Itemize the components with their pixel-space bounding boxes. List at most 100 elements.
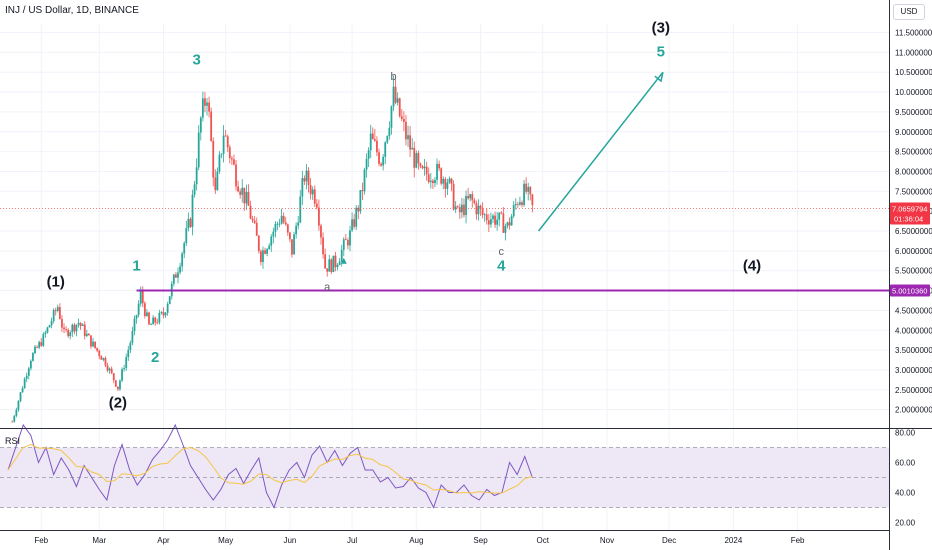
price-tick-label: 3.5000000: [895, 346, 932, 355]
wave-label: 2: [151, 349, 159, 366]
candle-body: [388, 127, 391, 136]
candle-body: [177, 272, 179, 278]
candle-body: [175, 274, 177, 278]
price-tick-label: 11.0000000: [895, 48, 932, 57]
candle-body: [320, 225, 322, 238]
candle-body: [179, 266, 181, 273]
candle-body: [21, 388, 24, 393]
annotations: (1) (2) (3) (4) 1 2 3 4 5 a b c: [0, 20, 889, 412]
candle-body: [270, 236, 273, 246]
grid: [0, 24, 889, 530]
candle-body: [226, 136, 229, 148]
rsi-tick-label: 40.00: [895, 489, 916, 498]
candle-body: [284, 222, 287, 225]
candle-body: [427, 174, 430, 183]
candle-body: [216, 171, 219, 191]
candle-body: [448, 178, 451, 183]
candle-body: [164, 312, 167, 316]
time-tick-label: Aug: [409, 536, 423, 545]
candle-body: [233, 159, 235, 165]
candle-body: [436, 163, 438, 180]
candle-body: [108, 368, 111, 371]
candle-body: [96, 347, 99, 351]
time-tick-label: Nov: [600, 536, 614, 545]
candle-body: [222, 135, 225, 154]
price-tick-label: 8.5000000: [895, 148, 932, 157]
candle-body: [65, 329, 67, 330]
candle-body: [119, 380, 121, 390]
candle-body: [452, 183, 455, 210]
currency-button[interactable]: USD: [893, 4, 925, 20]
candle-body: [297, 222, 300, 226]
candle-body: [125, 357, 128, 369]
candle-body: [13, 415, 16, 422]
price-badge: [890, 202, 930, 225]
candle-body: [133, 318, 136, 332]
candle-body: [61, 318, 63, 328]
candle-body: [114, 380, 117, 387]
rsi-tick-label: 60.00: [895, 459, 916, 468]
candle-body: [154, 317, 157, 323]
candle-body: [394, 86, 397, 103]
candle-body: [251, 218, 254, 221]
rsi-bands: [0, 447, 889, 508]
price-tick-label: 6.5000000: [895, 227, 932, 236]
candle-body: [384, 142, 387, 157]
candle-body: [423, 166, 426, 169]
wave-label: (4): [743, 258, 761, 275]
price-badge-value: 7.0659794: [892, 205, 927, 214]
price-tick-label: 8.0000000: [895, 167, 932, 176]
candle-body: [210, 111, 213, 141]
candle-body: [243, 187, 246, 204]
candle-body: [83, 324, 86, 337]
candle-body: [353, 219, 356, 227]
candle-body: [127, 349, 130, 358]
candle-body: [249, 205, 252, 219]
candle-body: [247, 191, 250, 206]
candle-body: [303, 178, 306, 182]
candle-body: [25, 375, 28, 379]
candle-body: [46, 327, 49, 333]
candle-body: [268, 245, 271, 250]
candle-body: [100, 356, 103, 360]
candle-body: [201, 98, 204, 118]
candle-body: [313, 189, 316, 204]
candle-body: [262, 250, 264, 263]
candle-body: [299, 196, 302, 223]
price-badge-countdown: 01:36:04: [894, 215, 923, 224]
candle-body: [90, 335, 92, 347]
wave-label: a: [324, 282, 331, 294]
projection-arrow: [537, 71, 664, 232]
time-tick-label: Apr: [157, 536, 170, 545]
candle-body: [521, 202, 523, 206]
candle-body: [52, 309, 55, 322]
candle-body: [446, 182, 449, 189]
candle-body: [199, 117, 202, 133]
price-tick-label: 2.5000000: [895, 386, 932, 395]
candle-body: [44, 332, 47, 335]
candle-body: [498, 212, 501, 220]
candle-body: [75, 324, 78, 332]
candle-body: [525, 183, 528, 192]
candle-body: [158, 312, 161, 323]
price-tick-label: 2.0000000: [895, 406, 932, 415]
rsi-label[interactable]: RSI: [5, 436, 21, 446]
rsi-lines: [7, 423, 533, 509]
candle-body: [376, 140, 378, 153]
candle-body: [469, 194, 472, 199]
candle-body: [402, 118, 405, 122]
price-tick-label: 3.0000000: [895, 366, 932, 375]
candle-body: [253, 220, 256, 223]
price-tick-label: 4.5000000: [895, 306, 932, 315]
price-tick-label: 7.5000000: [895, 187, 932, 196]
candle-body: [378, 152, 380, 164]
candle-body: [431, 180, 434, 184]
candle-body: [187, 218, 190, 229]
candle-body: [286, 224, 289, 233]
candle-body: [332, 255, 335, 272]
candle-body: [274, 223, 277, 232]
candle-body: [419, 163, 422, 167]
candle-body: [471, 194, 474, 201]
candle-body: [141, 291, 144, 304]
